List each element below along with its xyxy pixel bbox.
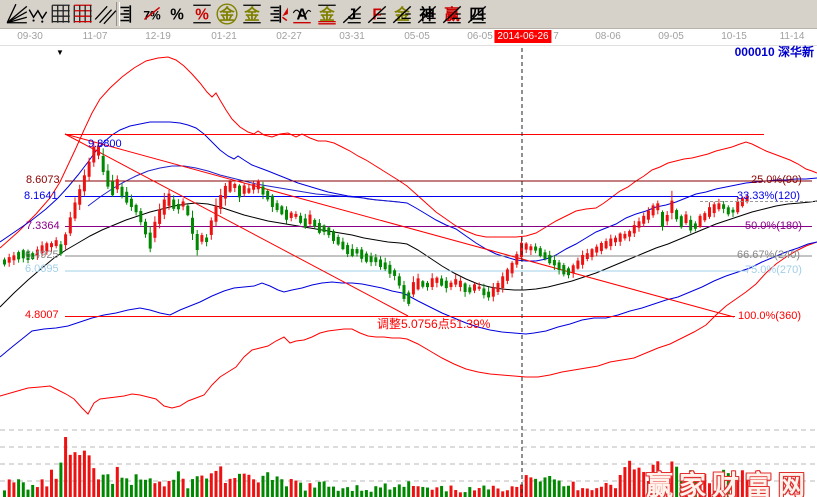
gann-fan-icon[interactable] <box>5 2 29 26</box>
shen-angle-icon[interactable]: 神 <box>415 2 439 26</box>
date-label: 09-30 <box>17 31 43 42</box>
date-label: 11-14 <box>779 31 805 42</box>
wave-icon[interactable] <box>27 2 51 26</box>
gann-ray-shallow <box>64 133 735 318</box>
date-label: 11-07 <box>82 31 108 42</box>
si-angle-icon[interactable]: 四 <box>465 2 489 26</box>
date-label: 01-21 <box>211 31 237 42</box>
percent-icon[interactable]: % <box>165 2 189 26</box>
grid-red-icon[interactable] <box>71 2 95 26</box>
win-angle-icon[interactable]: 赢 <box>440 2 464 26</box>
upper-band <box>0 56 817 249</box>
date-label: 08-06 <box>595 31 621 42</box>
grid-icon[interactable] <box>49 2 73 26</box>
toolbar-separator <box>116 2 120 26</box>
gold-angle-icon[interactable]: 金 <box>390 2 414 26</box>
price-8-6073: 8.6073 <box>26 174 60 186</box>
pct-100: 100.0%(360) <box>738 310 801 322</box>
chart-canvas[interactable] <box>0 46 817 497</box>
date-label: 06-05 <box>467 31 493 42</box>
svg-text:%: % <box>195 6 209 23</box>
price-6-4925: 6.4925 <box>25 249 59 261</box>
date-label: 02-27 <box>276 31 302 42</box>
pct-25: 25.0%(90) <box>751 174 802 186</box>
watermark: 赢家财富网 <box>646 471 811 497</box>
j-angle-icon[interactable]: J <box>340 2 364 26</box>
f-angle-icon[interactable]: F <box>365 2 389 26</box>
gann-ray-steep <box>64 133 409 317</box>
pct-75: 75.0%(270) <box>745 264 802 276</box>
blue-lower <box>0 241 817 358</box>
svg-text:%: % <box>170 6 184 23</box>
selected-date-highlight: 2014-06-26 <box>494 30 552 43</box>
wave-a-icon[interactable]: A <box>290 2 314 26</box>
date-label-partial: 7 <box>553 31 559 42</box>
pct-33: 33.33%(120) <box>737 190 800 202</box>
price-6-0695: 6.0695 <box>25 263 59 275</box>
svg-text:金: 金 <box>243 5 260 23</box>
date-label: 05-05 <box>404 31 430 42</box>
price-ladder-icon[interactable] <box>115 2 139 26</box>
gold-underline-icon[interactable]: 金 <box>315 2 339 26</box>
gold-circle-icon[interactable]: 金 <box>215 2 239 26</box>
drawing-toolbar: 7%%%金金A金JF金神赢四 <box>0 0 817 29</box>
parallel-lines-icon[interactable] <box>93 2 117 26</box>
percent-lines-icon[interactable]: % <box>190 2 214 26</box>
retracement-note: 调整5.0756点51.39% <box>377 317 491 331</box>
date-label: 03-31 <box>339 31 365 42</box>
price-4-8007: 4.8007 <box>25 309 59 321</box>
price-9-8800: 9.8800 <box>88 138 122 150</box>
date-label: 10-15 <box>721 31 747 42</box>
price-8-1641: 8.1641 <box>24 190 58 202</box>
anchor-marker-icon: ▼ <box>56 48 64 57</box>
gold-lines-icon[interactable]: 金 <box>240 2 264 26</box>
pct-66: 66.67%(240) <box>737 249 800 261</box>
stock-code-name: 000010 深华新 <box>734 45 814 59</box>
marker-pen-icon[interactable] <box>265 2 289 26</box>
seven-percent-icon[interactable]: 7% <box>140 2 164 26</box>
lower-band <box>0 241 817 415</box>
candlesticks <box>3 141 749 307</box>
svg-text:金: 金 <box>318 5 335 23</box>
date-label: 12-19 <box>145 31 171 42</box>
svg-text:7%: 7% <box>143 8 161 22</box>
date-label: 09-05 <box>658 31 684 42</box>
price-7-3364: 7.3364 <box>26 220 60 232</box>
volume-bars <box>3 437 758 497</box>
black-ma <box>0 200 817 308</box>
svg-text:金: 金 <box>218 5 235 23</box>
date-axis: 09-30 11-07 12-19 01-21 02-27 03-31 05-05 06-05… <box>0 29 817 46</box>
pct-50: 50.0%(180) <box>745 220 802 232</box>
